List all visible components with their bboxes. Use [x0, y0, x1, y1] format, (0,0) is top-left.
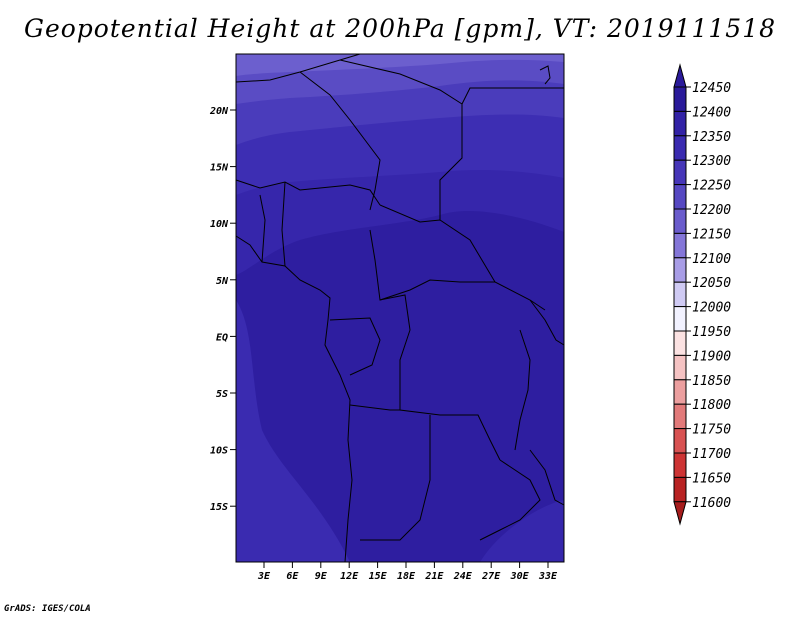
colorbar-segment	[673, 354, 687, 381]
colorbar-level-label: 12100	[692, 252, 731, 267]
lat-tick-label: 5N	[216, 276, 229, 287]
border-ghana	[259, 194, 266, 263]
colorbar-segment	[673, 403, 687, 430]
colorbar-segment	[673, 208, 687, 234]
colorbar-level-label: 11850	[692, 374, 731, 389]
colorbar-segment	[673, 110, 687, 137]
colorbar-level-label: 12000	[692, 301, 731, 316]
colorbar-level-label: 12300	[692, 154, 731, 169]
grads-credit: GrADS: IGES/COLA	[4, 604, 91, 614]
colorbar-level-label: 11600	[692, 496, 731, 511]
border-angola-north	[349, 404, 400, 411]
chart-title: Geopotential Height at 200hPa [gpm], VT:…	[23, 14, 777, 43]
lat-tick-label: 15N	[210, 163, 229, 174]
colorbar-bottom-arrow	[673, 501, 687, 526]
lon-tick-label: 6E	[286, 571, 299, 582]
border-sahel	[235, 179, 381, 206]
colorbar-level-label: 11800	[692, 398, 731, 413]
field-band-south-east	[480, 500, 564, 562]
longitude-axis: 3E 6E 9E 12E 15E 18E 21E 24E 27E 30E 33E	[257, 562, 558, 582]
border-car	[369, 229, 495, 301]
lat-tick-label: 10S	[210, 446, 228, 457]
colorbar-level-label: 11650	[692, 471, 731, 486]
colorbar-level-label: 12400	[692, 105, 731, 120]
colorbar-level-label: 12450	[692, 81, 731, 96]
colorbar-segment	[673, 306, 687, 332]
colorbar-segment	[673, 86, 687, 112]
colorbar-segment	[673, 476, 687, 503]
border-egypt-sudan	[461, 87, 564, 105]
colorbar-level-label: 12050	[692, 276, 731, 291]
lon-tick-label: 9E	[315, 571, 328, 582]
lon-tick-label: 21E	[424, 571, 444, 582]
field-band-12200	[236, 54, 564, 76]
coastline-west	[235, 235, 353, 563]
colorbar-segment	[673, 428, 687, 454]
colorbar-segment	[673, 135, 687, 161]
border-zambia	[479, 459, 541, 541]
lon-tick-label: 33E	[538, 571, 558, 582]
colorbar-segment	[673, 159, 687, 186]
colorbar-segment	[673, 232, 687, 259]
colorbar-level-label: 12150	[692, 227, 731, 242]
colorbar-level-label: 11950	[692, 325, 731, 340]
map-frame	[235, 53, 565, 563]
border-mozambique	[529, 449, 565, 506]
border-uganda	[529, 299, 565, 346]
lon-tick-label: 18E	[397, 571, 416, 582]
colorbar-segment	[673, 257, 687, 283]
lon-tick-label: 15E	[369, 571, 388, 582]
border-niger-algeria	[299, 71, 381, 211]
border-gabon	[329, 317, 381, 376]
lat-tick-label: 10N	[210, 219, 229, 230]
lon-tick-label: 12E	[340, 571, 359, 582]
lon-tick-label: 27E	[481, 571, 501, 582]
colorbar-segment	[673, 281, 687, 308]
lat-tick-label: 20N	[209, 106, 229, 117]
colorbar-level-label: 11700	[692, 447, 731, 462]
border-angola-zambia	[360, 415, 431, 541]
field-band-south-west	[236, 300, 350, 562]
colorbar-level-label: 11750	[692, 423, 731, 438]
lon-tick-label: 3E	[257, 571, 271, 582]
colorbar-top-arrow	[673, 63, 687, 88]
colorbar: 12450 12400 12350 12300 12250 12200 12150 12100…	[673, 63, 731, 526]
lon-tick-label: 30E	[510, 571, 530, 582]
colorbar-level-label: 11900	[692, 349, 731, 364]
colorbar-segment	[673, 379, 687, 405]
colorbar-level-label: 12350	[692, 130, 731, 145]
colorbar-segment	[673, 452, 687, 478]
coast-sinai	[539, 65, 551, 85]
colorbar-level-label: 12200	[692, 203, 731, 218]
colorbar-segment	[673, 184, 687, 210]
country-borders	[235, 53, 565, 563]
lat-tick-label: EQ	[216, 332, 228, 343]
height-field	[236, 54, 564, 562]
colorbar-level-label: 12250	[692, 179, 731, 194]
colorbar-segment	[673, 330, 687, 356]
lat-tick-label: 15S	[210, 502, 228, 513]
lon-tick-label: 24E	[453, 571, 473, 582]
latitude-axis: 20N 15N 10N 5N EQ 5S 10S 15S	[209, 106, 236, 513]
lat-tick-label: 5S	[216, 389, 228, 400]
border-great-lakes	[514, 329, 531, 451]
border-togo-benin	[281, 181, 286, 267]
